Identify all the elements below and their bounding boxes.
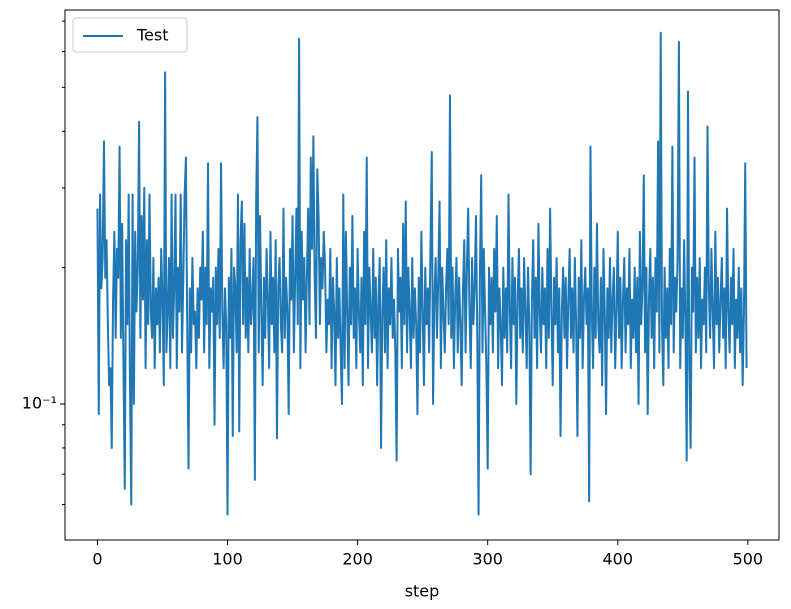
legend-box [72, 17, 188, 53]
x-tick-label: 300 [472, 550, 503, 569]
x-tick-label: 500 [733, 550, 764, 569]
x-tick-label: 200 [342, 550, 373, 569]
legend-label: Test [136, 26, 169, 45]
x-axis-label: step [405, 582, 440, 601]
y-tick-label: 10⁻¹ [22, 394, 57, 413]
x-tick-label: 100 [212, 550, 243, 569]
x-tick-label: 0 [92, 550, 102, 569]
x-tick-label: 400 [602, 550, 633, 569]
line-series [96, 31, 748, 516]
plot-frame [64, 9, 780, 541]
